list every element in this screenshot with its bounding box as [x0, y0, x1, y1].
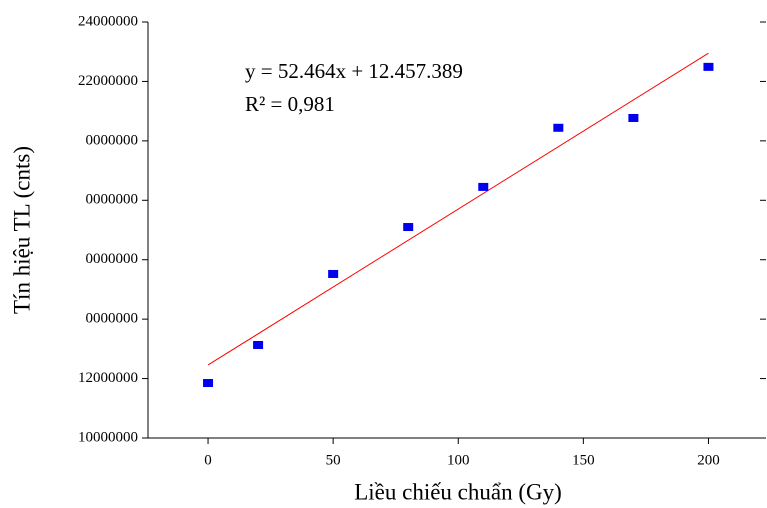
y-tick-label: 22000000	[78, 73, 138, 89]
x-tick-label: 200	[697, 452, 720, 468]
r-squared: R² = 0,981	[245, 92, 335, 116]
point	[403, 223, 414, 232]
x-tick-label: 150	[572, 452, 595, 468]
point	[703, 62, 714, 71]
x-tick-label: 100	[447, 452, 470, 468]
y-tick-label: 10000000	[78, 429, 138, 445]
x-tick-label: 0	[204, 452, 212, 468]
x-axis-label: Liều chiếu chuẩn (Gy)	[354, 479, 562, 504]
point	[203, 379, 214, 388]
y-tick-label: 0000000	[86, 251, 139, 267]
y-tick-label: 24000000	[78, 13, 138, 29]
y-tick-label: 0000000	[86, 311, 139, 327]
point	[628, 113, 639, 122]
equation: y = 52.464x + 12.457.389	[245, 59, 463, 83]
y-tick-label: 12000000	[78, 370, 138, 386]
y-tick-label: 0000000	[86, 132, 139, 148]
y-tick-label: 0000000	[86, 192, 139, 208]
point	[478, 182, 489, 191]
x-tick-label: 50	[326, 452, 341, 468]
point	[553, 123, 564, 132]
point	[253, 340, 264, 349]
y-axis-label: Tín hiệu TL (cnts)	[9, 146, 34, 314]
point	[328, 269, 339, 278]
fit-line	[207, 52, 709, 366]
